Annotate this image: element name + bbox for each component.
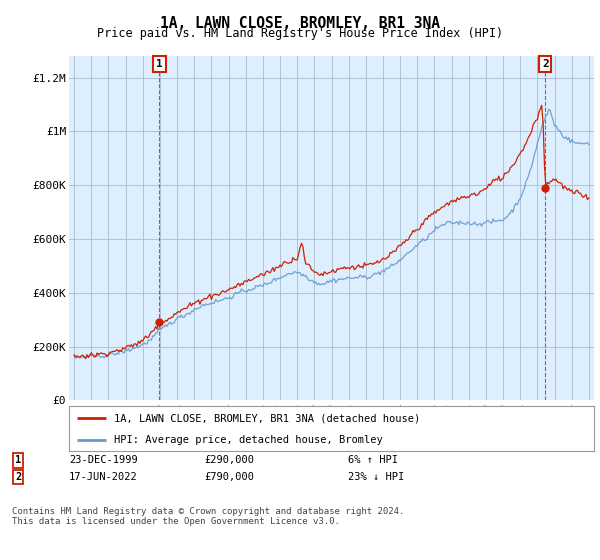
Text: 23-DEC-1999: 23-DEC-1999 — [69, 455, 138, 465]
Text: 1A, LAWN CLOSE, BROMLEY, BR1 3NA (detached house): 1A, LAWN CLOSE, BROMLEY, BR1 3NA (detach… — [113, 413, 420, 423]
Text: 6% ↑ HPI: 6% ↑ HPI — [348, 455, 398, 465]
Text: 23% ↓ HPI: 23% ↓ HPI — [348, 472, 404, 482]
Text: £290,000: £290,000 — [204, 455, 254, 465]
Text: £790,000: £790,000 — [204, 472, 254, 482]
Text: 2: 2 — [15, 472, 21, 482]
Text: 1: 1 — [15, 455, 21, 465]
Text: 17-JUN-2022: 17-JUN-2022 — [69, 472, 138, 482]
Text: 1: 1 — [156, 59, 163, 69]
Text: HPI: Average price, detached house, Bromley: HPI: Average price, detached house, Brom… — [113, 435, 382, 445]
Text: 2: 2 — [542, 59, 548, 69]
Text: Price paid vs. HM Land Registry's House Price Index (HPI): Price paid vs. HM Land Registry's House … — [97, 27, 503, 40]
Text: 1A, LAWN CLOSE, BROMLEY, BR1 3NA: 1A, LAWN CLOSE, BROMLEY, BR1 3NA — [160, 16, 440, 31]
Text: Contains HM Land Registry data © Crown copyright and database right 2024.
This d: Contains HM Land Registry data © Crown c… — [12, 507, 404, 526]
